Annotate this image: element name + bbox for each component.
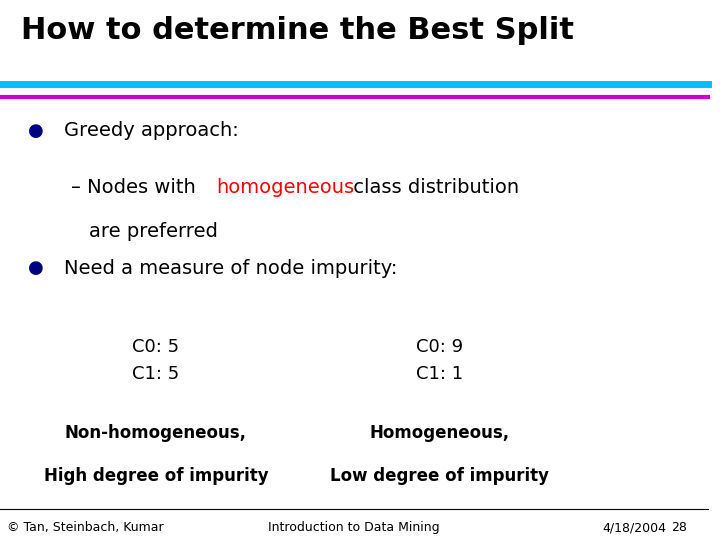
Text: Low degree of impurity: Low degree of impurity [330, 467, 549, 485]
Text: 4/18/2004: 4/18/2004 [602, 521, 666, 534]
Text: homogeneous: homogeneous [216, 178, 354, 197]
Text: 28: 28 [671, 521, 687, 534]
Text: are preferred: are preferred [89, 222, 217, 241]
Text: Need a measure of node impurity:: Need a measure of node impurity: [64, 259, 397, 278]
Text: © Tan, Steinbach, Kumar: © Tan, Steinbach, Kumar [7, 521, 163, 534]
Text: – Nodes with: – Nodes with [71, 178, 202, 197]
Text: Non-homogeneous,: Non-homogeneous, [65, 424, 247, 442]
Text: Greedy approach:: Greedy approach: [64, 122, 238, 140]
Text: ●: ● [28, 122, 44, 139]
Text: C0: 5
C1: 5: C0: 5 C1: 5 [132, 338, 179, 383]
Text: ●: ● [28, 259, 44, 277]
Text: C0: 9
C1: 1: C0: 9 C1: 1 [415, 338, 463, 383]
Text: How to determine the Best Split: How to determine the Best Split [22, 16, 575, 45]
Text: High degree of impurity: High degree of impurity [43, 467, 268, 485]
Text: Introduction to Data Mining: Introduction to Data Mining [269, 521, 440, 534]
Text: Homogeneous,: Homogeneous, [369, 424, 509, 442]
Text: class distribution: class distribution [347, 178, 519, 197]
